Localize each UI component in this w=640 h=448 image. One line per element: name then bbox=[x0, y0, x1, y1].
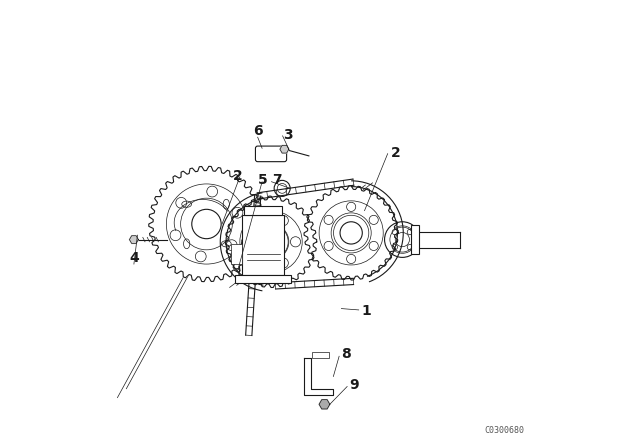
Text: 2: 2 bbox=[233, 169, 243, 183]
FancyBboxPatch shape bbox=[255, 146, 287, 162]
Bar bbox=[236, 275, 291, 283]
Bar bbox=[412, 225, 419, 254]
Text: 8: 8 bbox=[341, 348, 351, 362]
Text: 3: 3 bbox=[284, 128, 293, 142]
Bar bbox=[231, 244, 242, 264]
Polygon shape bbox=[129, 236, 138, 243]
Text: 2: 2 bbox=[391, 146, 401, 160]
Bar bbox=[242, 215, 284, 275]
Text: 1: 1 bbox=[361, 304, 371, 318]
Text: 6: 6 bbox=[253, 124, 263, 138]
Bar bbox=[312, 352, 329, 358]
Text: 5: 5 bbox=[258, 173, 268, 187]
Polygon shape bbox=[319, 400, 330, 409]
Polygon shape bbox=[305, 358, 333, 396]
Text: C0300680: C0300680 bbox=[485, 426, 525, 435]
Polygon shape bbox=[225, 196, 317, 288]
Polygon shape bbox=[148, 166, 264, 282]
Text: 7: 7 bbox=[273, 173, 282, 187]
Polygon shape bbox=[413, 232, 460, 248]
Polygon shape bbox=[304, 186, 398, 280]
Polygon shape bbox=[280, 145, 289, 153]
Text: 9: 9 bbox=[349, 378, 359, 392]
Text: 4: 4 bbox=[129, 251, 139, 265]
Bar bbox=[244, 206, 282, 215]
